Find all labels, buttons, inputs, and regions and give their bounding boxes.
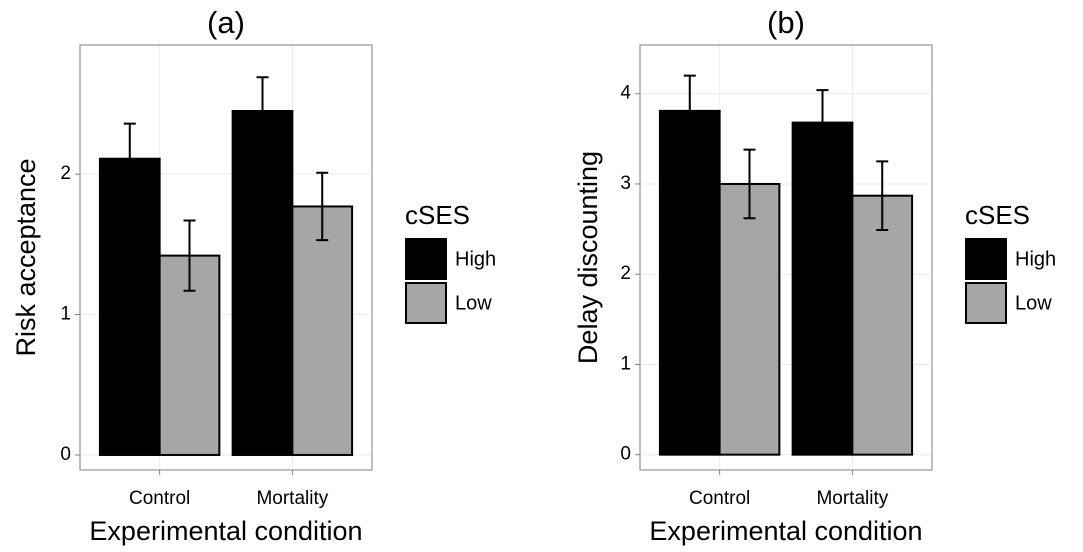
error-bar [256,76,269,146]
error-bar [743,148,756,220]
x-tick-label: Control [129,488,190,509]
error-bar [876,160,889,231]
error-bar [183,219,196,292]
legend-title: cSES [965,200,1030,230]
y-tick-label: 3 [620,173,631,194]
error-bar [316,171,329,242]
x-axis-label: Experimental condition [89,516,362,546]
error-bar [123,122,136,195]
x-tick-label: Mortality [816,488,888,509]
y-tick-label: 2 [60,163,71,184]
bar [658,109,721,456]
legend-swatch [965,238,1007,280]
y-tick-label: 4 [620,83,631,104]
legend-swatch [405,238,447,280]
legend-swatch [965,282,1007,324]
error-bar [816,89,829,157]
y-tick-label: 2 [620,263,631,284]
y-tick-label: 0 [620,444,631,465]
legend-swatch [405,282,447,324]
chart-title: (b) [767,5,805,40]
bar [851,194,914,456]
chart-title: (a) [207,5,245,40]
panel-border [79,44,373,471]
error-bar [683,74,696,148]
bar [231,109,294,456]
panel-border [639,44,933,471]
x-tick-label: Control [689,488,750,509]
bar [718,182,781,456]
bar [791,121,854,456]
bar [291,205,354,456]
x-axis-label: Experimental condition [649,516,922,546]
legend-label: High [455,248,496,270]
y-axis-label: Delay discounting [573,151,603,364]
legend-title: cSES [405,200,470,230]
x-tick-label: Mortality [256,488,328,509]
legend-label: High [1015,248,1056,270]
legend-label: Low [1015,292,1052,314]
y-tick-label: 0 [60,444,71,465]
y-tick-label: 1 [60,304,71,325]
bar [98,157,161,456]
y-axis-label: Risk acceptance [11,158,41,356]
y-tick-label: 1 [620,353,631,374]
legend-label: Low [455,292,492,314]
